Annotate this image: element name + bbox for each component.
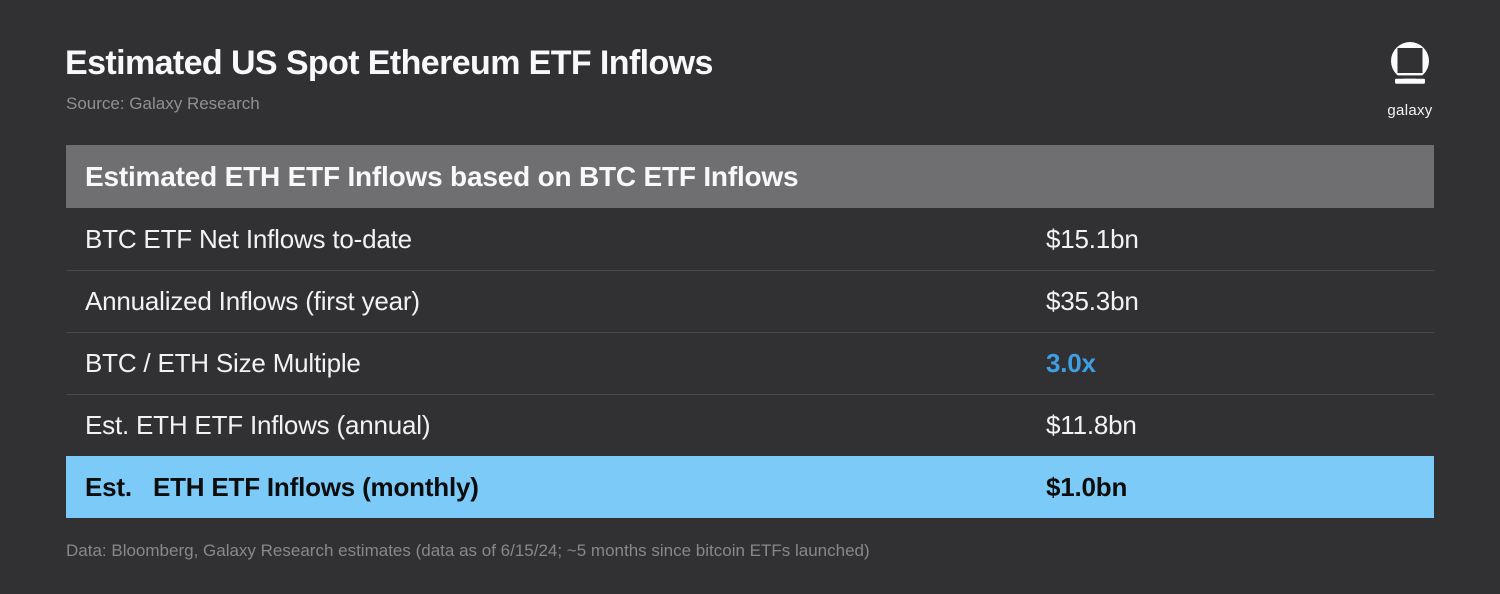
row-value: $35.3bn bbox=[1046, 286, 1139, 316]
table-row: BTC / ETH Size Multiple 3.0x bbox=[66, 332, 1434, 394]
row-label: BTC / ETH Size Multiple bbox=[85, 348, 361, 378]
row-value: 3.0x bbox=[1046, 348, 1096, 378]
row-label: Est. ETH ETF Inflows (monthly) bbox=[85, 471, 479, 502]
table-body: BTC ETF Net Inflows to-date $15.1bn Annu… bbox=[66, 208, 1434, 518]
source-label: Source: Galaxy Research bbox=[66, 94, 260, 113]
data-footnote: Data: Bloomberg, Galaxy Research estimat… bbox=[66, 541, 870, 560]
row-label: BTC ETF Net Inflows to-date bbox=[85, 223, 412, 254]
row-value: $11.8bn bbox=[1046, 410, 1137, 440]
galaxy-logo-label: galaxy bbox=[1387, 102, 1433, 119]
galaxy-logo: galaxy bbox=[1386, 42, 1434, 119]
page-title: Estimated US Spot Ethereum ETF Inflows bbox=[65, 44, 713, 82]
table-row: Est. ETH ETF Inflows (annual) $11.8bn bbox=[66, 394, 1434, 456]
table-row: Est. ETH ETF Inflows (monthly) $1.0bn bbox=[66, 456, 1434, 518]
inflows-table: Estimated ETH ETF Inflows based on BTC E… bbox=[66, 145, 1434, 518]
row-label: Annualized Inflows (first year) bbox=[85, 286, 420, 316]
row-value: $15.1bn bbox=[1046, 223, 1139, 254]
table-row: BTC ETF Net Inflows to-date $15.1bn bbox=[66, 208, 1434, 270]
table-header: Estimated ETH ETF Inflows based on BTC E… bbox=[66, 145, 1434, 208]
table-row: Annualized Inflows (first year) $35.3bn bbox=[66, 270, 1434, 332]
row-label: Est. ETH ETF Inflows (annual) bbox=[85, 410, 431, 440]
galaxy-logo-icon bbox=[1388, 42, 1432, 84]
row-value: $1.0bn bbox=[1046, 471, 1128, 502]
